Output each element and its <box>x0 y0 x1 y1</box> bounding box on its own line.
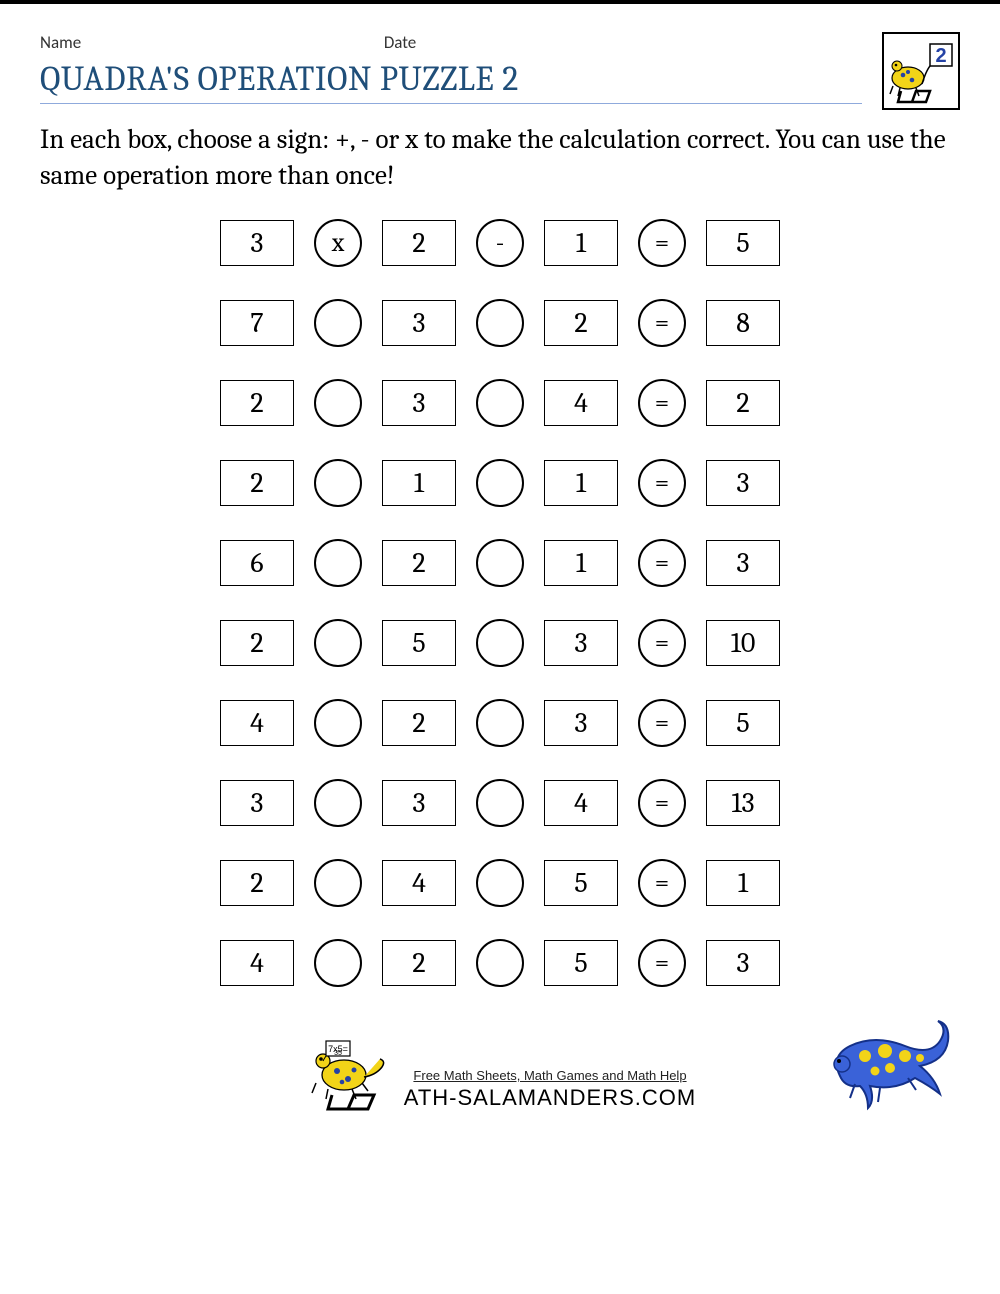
name-date-row: Name Date <box>40 32 862 53</box>
puzzle-row: 3 3 4 = 13 <box>220 779 780 827</box>
operator-circle[interactable] <box>476 779 524 827</box>
puzzle-grid: 3x2-1=5732=8234=2211=3621=3253=10423=533… <box>40 219 960 987</box>
result-box: 2 <box>706 380 780 426</box>
operator-circle[interactable] <box>314 379 362 427</box>
operator-circle[interactable] <box>314 619 362 667</box>
grade-badge: 2 <box>882 32 960 110</box>
operand-box: 4 <box>220 700 294 746</box>
operand-box: 5 <box>544 940 618 986</box>
salamander-logo-icon: 7x5= 35 <box>304 1037 394 1111</box>
operand-box: 2 <box>544 300 618 346</box>
puzzle-row: 6 2 1 = 3 <box>220 539 780 587</box>
svg-text:2: 2 <box>935 45 946 67</box>
operator-circle[interactable] <box>314 779 362 827</box>
puzzle-row: 2 5 3 = 10 <box>220 619 780 667</box>
result-box: 10 <box>706 620 780 666</box>
operator-circle[interactable] <box>476 459 524 507</box>
operand-box: 5 <box>544 860 618 906</box>
page-title: QUADRA'S OPERATION PUZZLE 2 <box>40 59 862 104</box>
header-left: Name Date QUADRA'S OPERATION PUZZLE 2 <box>40 32 862 122</box>
operator-circle[interactable] <box>314 539 362 587</box>
result-box: 5 <box>706 700 780 746</box>
equals-circle: = <box>638 619 686 667</box>
operand-box: 4 <box>544 780 618 826</box>
equals-circle: = <box>638 379 686 427</box>
operand-box: 3 <box>382 380 456 426</box>
salamander-right-icon <box>820 1006 960 1116</box>
puzzle-row: 2 4 5 = 1 <box>220 859 780 907</box>
puzzle-row: 2 1 1 = 3 <box>220 459 780 507</box>
operand-box: 4 <box>544 380 618 426</box>
operator-circle[interactable] <box>476 939 524 987</box>
operand-box: 1 <box>544 220 618 266</box>
operand-box: 3 <box>382 300 456 346</box>
header: Name Date QUADRA'S OPERATION PUZZLE 2 2 <box>40 32 960 122</box>
puzzle-row: 4 2 5 = 3 <box>220 939 780 987</box>
operand-box: 1 <box>544 540 618 586</box>
operand-box: 1 <box>382 460 456 506</box>
equals-circle: = <box>638 459 686 507</box>
salamander-badge-icon: 2 <box>886 36 956 106</box>
operand-box: 3 <box>382 780 456 826</box>
operand-box: 3 <box>220 220 294 266</box>
operator-circle[interactable] <box>314 859 362 907</box>
equals-circle: = <box>638 219 686 267</box>
instructions-text: In each box, choose a sign: +, - or x to… <box>40 122 960 195</box>
operator-circle[interactable] <box>314 459 362 507</box>
result-box: 1 <box>706 860 780 906</box>
equals-circle: = <box>638 859 686 907</box>
footer: 7x5= 35 Free Math Sheets, Math Games and… <box>40 1027 960 1111</box>
footer-tagline: Free Math Sheets, Math Games and Math He… <box>404 1068 696 1083</box>
name-label: Name <box>40 32 380 53</box>
equals-circle: = <box>638 699 686 747</box>
operator-circle[interactable]: - <box>476 219 524 267</box>
operand-box: 2 <box>382 540 456 586</box>
operand-box: 2 <box>382 220 456 266</box>
operand-box: 3 <box>220 780 294 826</box>
operand-box: 7 <box>220 300 294 346</box>
operand-box: 6 <box>220 540 294 586</box>
operator-circle[interactable] <box>476 379 524 427</box>
result-box: 13 <box>706 780 780 826</box>
footer-text: Free Math Sheets, Math Games and Math He… <box>404 1068 696 1111</box>
operand-box: 4 <box>382 860 456 906</box>
operand-box: 4 <box>220 940 294 986</box>
footer-brand: ATH-SALAMANDERS.COM <box>404 1085 696 1111</box>
operand-box: 2 <box>220 620 294 666</box>
result-box: 3 <box>706 940 780 986</box>
operand-box: 2 <box>220 380 294 426</box>
operand-box: 2 <box>382 700 456 746</box>
operand-box: 5 <box>382 620 456 666</box>
svg-text:35: 35 <box>334 1050 342 1057</box>
equals-circle: = <box>638 779 686 827</box>
result-box: 5 <box>706 220 780 266</box>
result-box: 3 <box>706 460 780 506</box>
operand-box: 2 <box>220 460 294 506</box>
worksheet-page: Name Date QUADRA'S OPERATION PUZZLE 2 2 … <box>0 0 1000 1131</box>
operator-circle[interactable] <box>314 299 362 347</box>
operator-circle[interactable]: x <box>314 219 362 267</box>
puzzle-row: 2 3 4 = 2 <box>220 379 780 427</box>
operator-circle[interactable] <box>314 939 362 987</box>
result-box: 3 <box>706 540 780 586</box>
date-label: Date <box>384 32 416 53</box>
operator-circle[interactable] <box>476 859 524 907</box>
puzzle-row: 7 3 2 = 8 <box>220 299 780 347</box>
operand-box: 2 <box>220 860 294 906</box>
equals-circle: = <box>638 939 686 987</box>
puzzle-row: 3x2-1 = 5 <box>220 219 780 267</box>
result-box: 8 <box>706 300 780 346</box>
operator-circle[interactable] <box>476 619 524 667</box>
operator-circle[interactable] <box>314 699 362 747</box>
operand-box: 3 <box>544 620 618 666</box>
operand-box: 1 <box>544 460 618 506</box>
operator-circle[interactable] <box>476 539 524 587</box>
operator-circle[interactable] <box>476 699 524 747</box>
equals-circle: = <box>638 539 686 587</box>
equals-circle: = <box>638 299 686 347</box>
operator-circle[interactable] <box>476 299 524 347</box>
operand-box: 2 <box>382 940 456 986</box>
operand-box: 3 <box>544 700 618 746</box>
puzzle-row: 4 2 3 = 5 <box>220 699 780 747</box>
